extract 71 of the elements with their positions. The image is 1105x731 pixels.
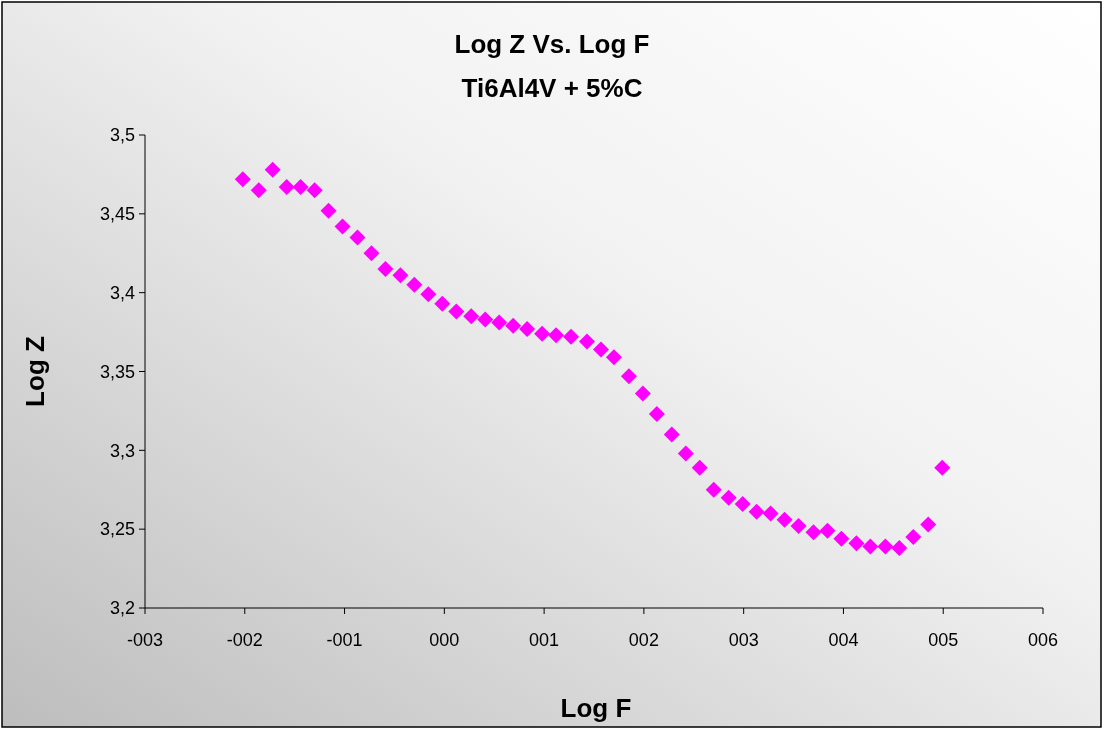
point <box>392 267 409 284</box>
y-axis-title: Log Z <box>20 336 50 407</box>
point <box>934 459 951 476</box>
point <box>534 325 551 342</box>
point <box>819 522 836 539</box>
point <box>833 530 850 547</box>
point <box>891 540 908 557</box>
point <box>448 303 465 320</box>
point <box>264 161 281 178</box>
point <box>349 229 366 246</box>
y-tick-label: 3,25 <box>99 519 135 540</box>
y-tick-label: 3,4 <box>109 282 135 303</box>
point <box>862 538 879 555</box>
x-tick-label: 004 <box>828 630 859 650</box>
point <box>720 489 737 506</box>
y-tick-label: 3,3 <box>109 440 135 461</box>
x-tick-label: 005 <box>928 630 959 650</box>
point <box>677 445 694 462</box>
x-tick-label: 006 <box>1027 630 1059 650</box>
point <box>762 505 779 522</box>
y-tick-label: 3,45 <box>99 204 135 225</box>
point <box>805 524 822 541</box>
point <box>748 503 765 520</box>
point <box>734 495 751 512</box>
point <box>306 182 323 199</box>
point <box>605 349 622 366</box>
point <box>663 426 680 443</box>
point <box>406 276 423 293</box>
point <box>519 320 536 337</box>
point <box>691 459 708 476</box>
point <box>420 286 437 303</box>
x-tick-label: 003 <box>728 630 759 650</box>
x-tick-label: 000 <box>429 630 460 650</box>
chart-title: Log Z Vs. Log F <box>454 29 650 59</box>
point <box>434 295 451 312</box>
point <box>620 368 637 385</box>
point <box>563 328 580 345</box>
point <box>705 481 722 498</box>
point <box>877 538 894 555</box>
point <box>579 333 596 350</box>
point <box>548 327 565 344</box>
x-tick-label: -001 <box>326 630 363 650</box>
y-tick-label: 3,35 <box>99 361 135 382</box>
point <box>920 516 937 533</box>
point <box>278 179 295 196</box>
point <box>848 535 865 552</box>
y-tick-label: 3,2 <box>109 598 135 619</box>
point <box>377 261 394 278</box>
x-tick-label: -003 <box>126 630 164 650</box>
point <box>334 218 351 235</box>
chart-subtitle: Ti6Al4V + 5%C <box>461 73 643 103</box>
x-axis-title: Log F <box>560 693 632 723</box>
point <box>905 529 922 546</box>
point <box>634 385 651 402</box>
point <box>776 511 793 528</box>
point <box>320 202 337 219</box>
point <box>234 171 251 188</box>
x-tick-label: 002 <box>628 630 659 650</box>
point <box>505 317 522 334</box>
point <box>592 341 609 358</box>
point <box>250 182 267 199</box>
point <box>491 314 508 331</box>
point <box>292 179 309 196</box>
x-tick-label: 001 <box>529 630 560 650</box>
y-tick-label: 3,5 <box>109 125 135 146</box>
x-tick-label: -002 <box>226 630 263 650</box>
point <box>477 311 494 328</box>
point <box>363 245 380 262</box>
point <box>648 406 665 423</box>
point <box>790 518 807 535</box>
point <box>463 308 480 325</box>
